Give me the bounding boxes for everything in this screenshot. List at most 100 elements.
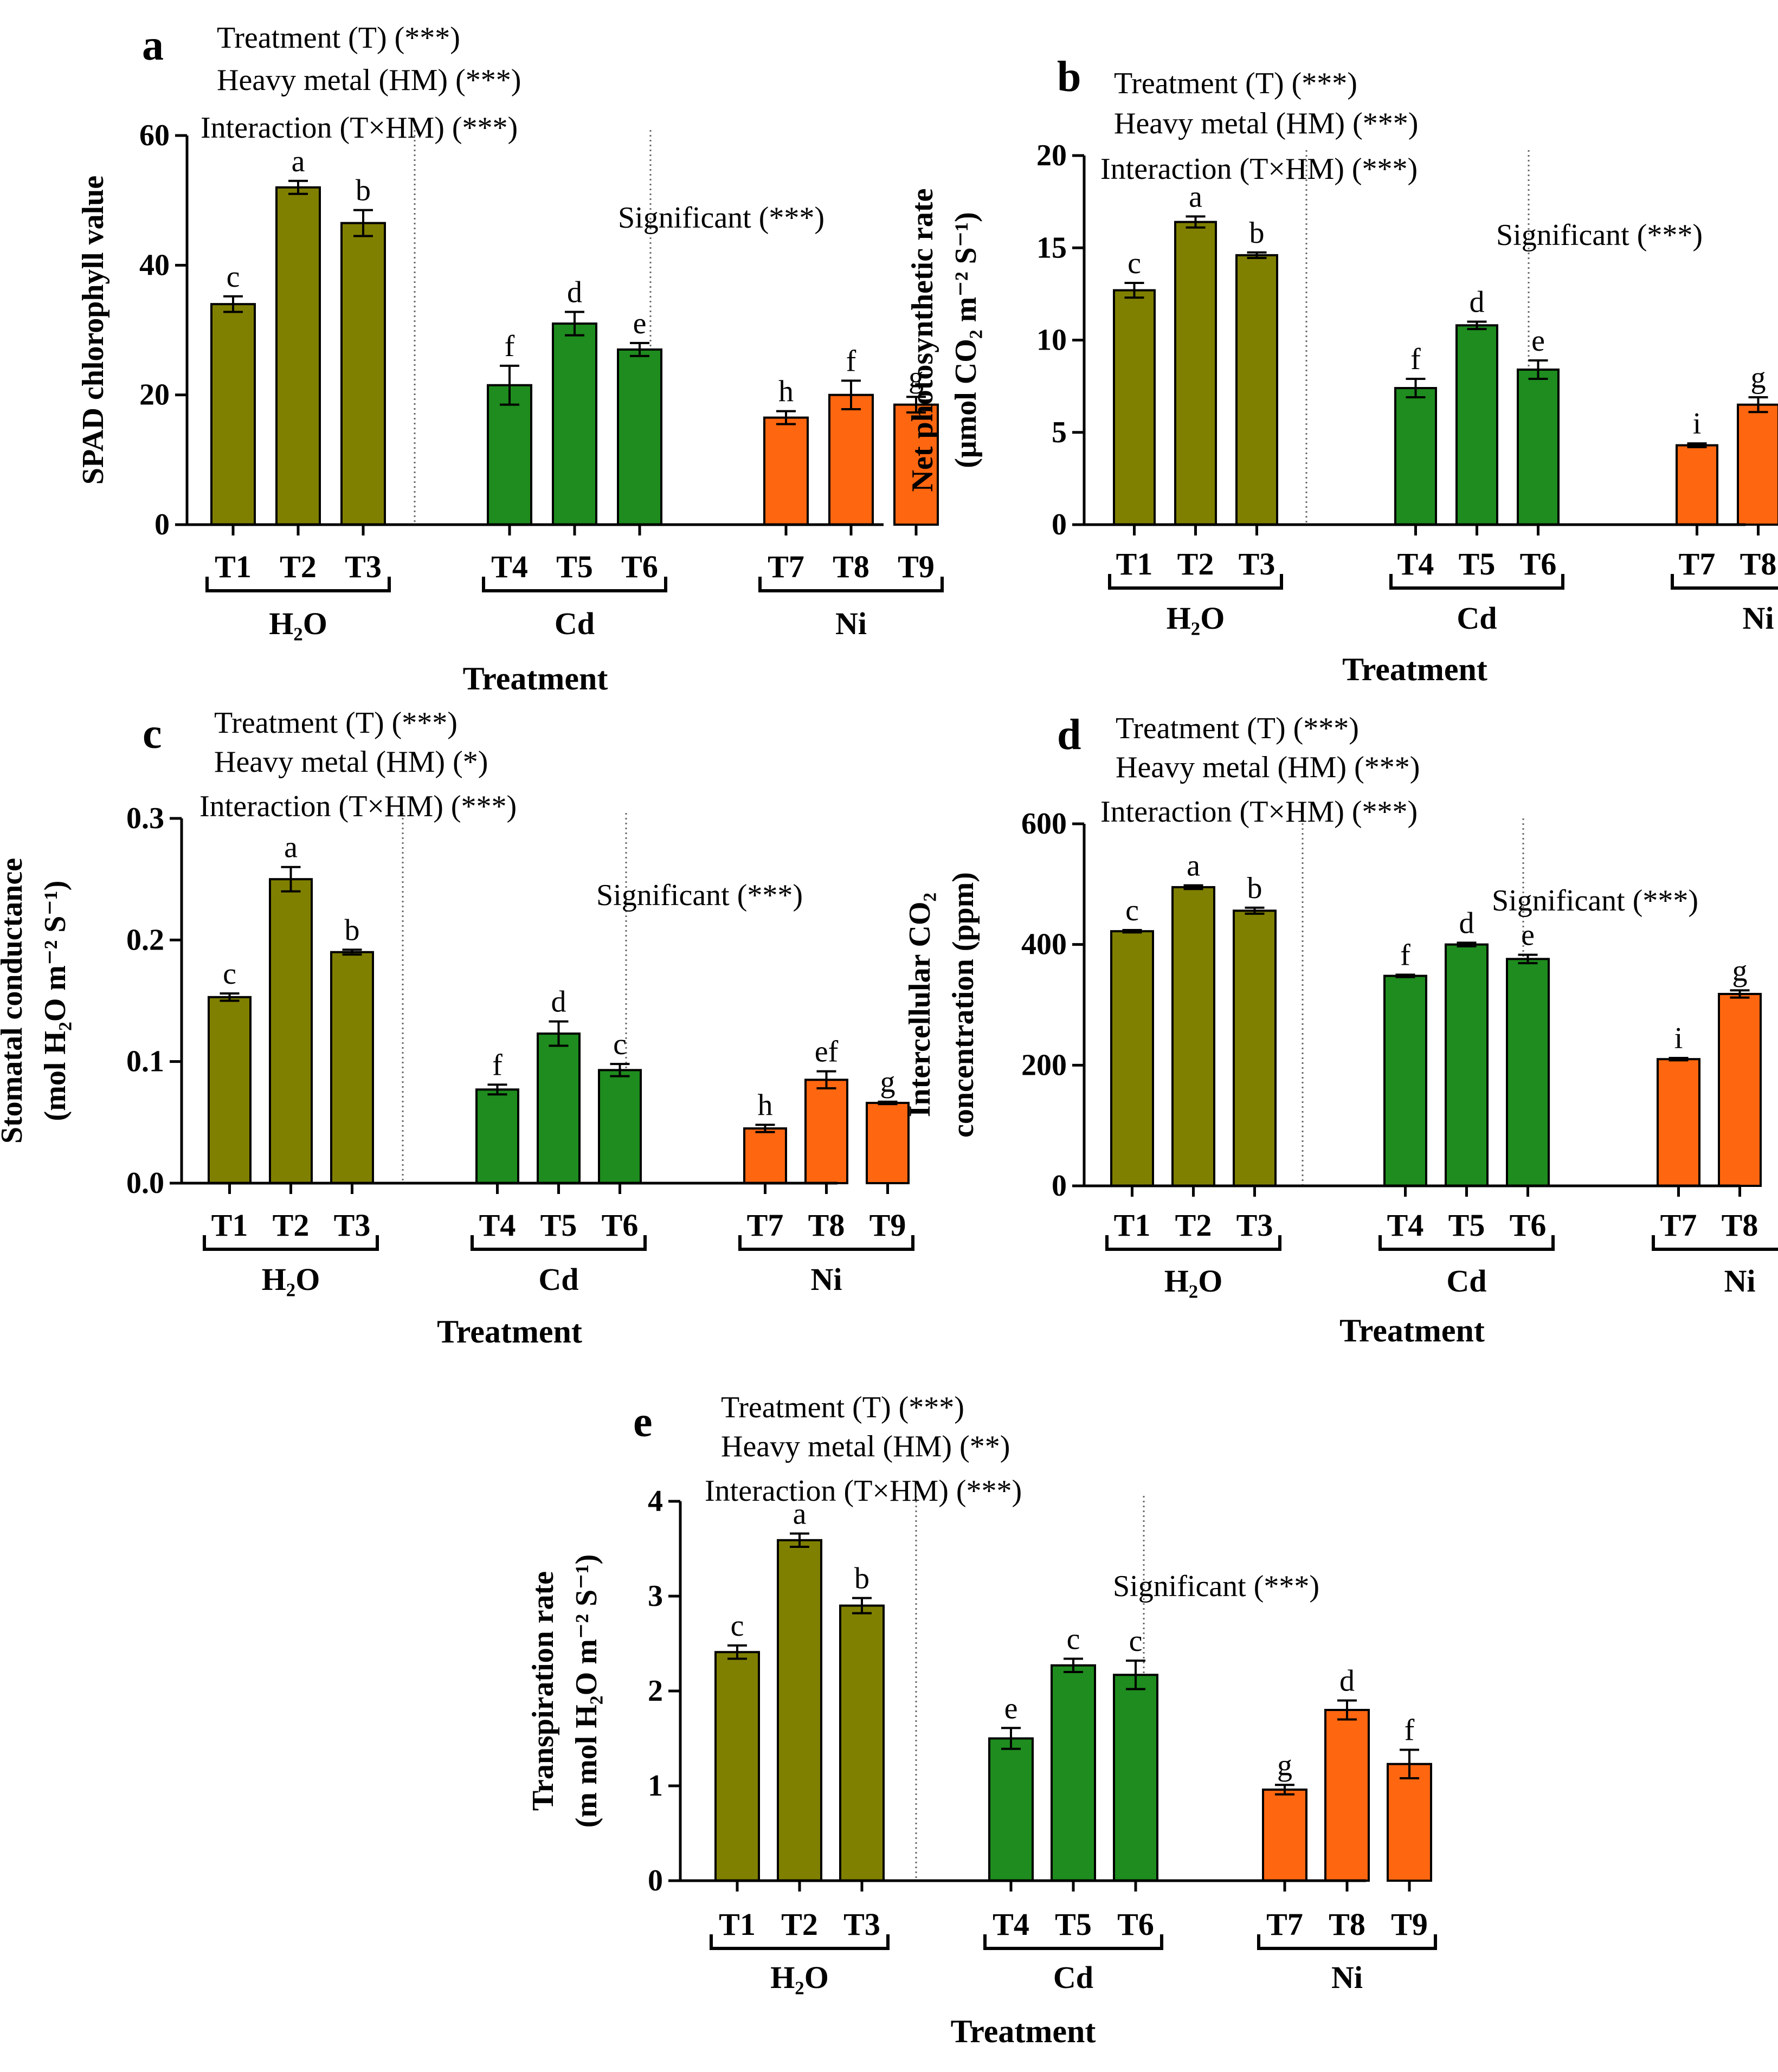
a-errorbar-T5 <box>565 311 584 337</box>
c-letter-T9: g <box>880 1066 896 1099</box>
e-ytick-label-0: 0 <box>648 1864 663 1897</box>
c-stats-line-3: Interaction (T×HM) (***) <box>199 790 517 823</box>
a-errorbar-T1 <box>223 295 243 313</box>
d-errorbar-T1 <box>1122 928 1142 934</box>
e-ytick-label-2: 2 <box>648 1674 663 1708</box>
c-letter-T4: f <box>492 1048 503 1082</box>
a-letter-T3: b <box>356 174 371 208</box>
a-errorbar-T8 <box>841 379 861 410</box>
b-errorbar-T6 <box>1528 359 1548 380</box>
b-errorbar-T4 <box>1406 378 1426 399</box>
d-xtick-label-T6: T6 <box>1510 1208 1547 1243</box>
d-errorbar-T4 <box>1395 973 1415 978</box>
b-xtick-label-T4: T4 <box>1397 546 1434 582</box>
b-xtick-label-T2: T2 <box>1177 546 1214 582</box>
e-errorbar-T9 <box>1400 1748 1419 1779</box>
d-bar-T3 <box>1233 909 1277 1187</box>
c-bar-T9 <box>866 1101 910 1184</box>
e-xtick-label-T9: T9 <box>1391 1907 1428 1942</box>
c-significance-note: Significant (***) <box>596 879 803 912</box>
c-xtick-label-T8: T8 <box>808 1208 845 1243</box>
b-xtick-label-T8: T8 <box>1740 546 1777 582</box>
b-letter-T2: a <box>1189 180 1202 214</box>
a-bar-T8 <box>828 393 874 526</box>
c-errorbar-T7 <box>755 1124 775 1133</box>
b-bar-T4 <box>1394 387 1437 526</box>
c-errorbar-T2 <box>281 866 301 893</box>
b-bar-T2 <box>1174 221 1217 526</box>
a-xtick-label-T1: T1 <box>215 549 252 584</box>
b-group-label-Ni: Ni <box>1743 601 1774 636</box>
e-stats-line-1: Treatment (T) (***) <box>721 1391 964 1424</box>
b-ytick-label-2: 10 <box>1036 324 1067 357</box>
a-group-label-Ni: Ni <box>835 606 867 641</box>
b-errorbar-T2 <box>1186 215 1206 229</box>
b-xtick-label-T1: T1 <box>1116 546 1153 582</box>
a-errorbar-T6 <box>630 341 649 357</box>
e-bar-T5 <box>1051 1664 1096 1882</box>
d-group-bracket-Ni <box>1652 1235 1778 1251</box>
a-errorbar-T3 <box>353 209 373 237</box>
c-errorbar-T5 <box>549 1020 569 1047</box>
c-group-bracket-Ni <box>738 1235 914 1251</box>
e-errorbar-T5 <box>1064 1657 1083 1673</box>
d-ytick-label-3: 600 <box>1021 807 1067 841</box>
e-xtick-label-T7: T7 <box>1266 1907 1303 1942</box>
b-bar-T8 <box>1737 403 1778 526</box>
a-xtick-label-T7: T7 <box>768 549 804 584</box>
panel-d: cabfdeigh0200400600T1T2T3H₂OT4T5T6CdT7T8… <box>903 711 1778 1348</box>
c-group-bracket-H2O <box>203 1235 379 1251</box>
c-group-bracket-Cd <box>471 1235 647 1251</box>
a-stats-line-3: Interaction (T×HM) (***) <box>201 111 518 145</box>
d-bar-T6 <box>1506 958 1550 1187</box>
d-errorbar-T5 <box>1457 941 1477 948</box>
d-stats-line-1: Treatment (T) (***) <box>1116 712 1359 745</box>
b-letter-T7: i <box>1693 407 1702 441</box>
d-letter-T1: c <box>1125 894 1139 927</box>
d-xtick-label-T4: T4 <box>1387 1208 1424 1243</box>
a-bar-T5 <box>552 322 597 526</box>
e-group-label-H2O: H₂O <box>770 1960 829 1995</box>
c-bar-T4 <box>475 1088 519 1184</box>
d-bar-T8 <box>1718 992 1762 1187</box>
c-errorbar-T1 <box>220 992 240 1002</box>
a-ytick-label-1: 20 <box>139 378 170 412</box>
e-letter-T1: c <box>731 1609 744 1643</box>
d-ytick-label-0: 0 <box>1052 1169 1067 1203</box>
a-letter-T2: a <box>292 145 305 178</box>
e-group-label-Ni: Ni <box>1331 1960 1363 1995</box>
a-group-bracket-H2O <box>205 577 391 592</box>
b-ytick-label-1: 5 <box>1052 416 1067 449</box>
d-xtick-label-T2: T2 <box>1175 1208 1212 1243</box>
c-xtick-label-T9: T9 <box>869 1208 906 1243</box>
c-bar-T1 <box>208 996 252 1185</box>
c-xtick-label-T6: T6 <box>602 1208 639 1243</box>
e-xtick-label-T6: T6 <box>1117 1907 1154 1942</box>
e-letter-T8: d <box>1339 1664 1355 1698</box>
e-bar-T7 <box>1262 1789 1307 1882</box>
d-letter-T3: b <box>1247 872 1262 905</box>
a-x-axis-title: Treatment <box>463 661 608 696</box>
a-letter-T4: f <box>505 330 515 363</box>
c-bar-T5 <box>537 1032 581 1184</box>
e-y-axis-title-line-1: Transpiration rate <box>526 1571 560 1811</box>
c-y-axis-title-line-2: (mol H₂O m⁻² S⁻¹) <box>38 881 72 1121</box>
e-errorbar-T1 <box>727 1644 747 1660</box>
panel-a: c a b f d e h f g 0 20 40 60 T1 T2 T3 H₂O T4 T5 T6 Cd T7 T8 T9 N… <box>76 21 944 696</box>
c-xtick-label-T2: T2 <box>273 1208 310 1243</box>
e-letter-T7: g <box>1277 1748 1292 1782</box>
e-xtick-label-T4: T4 <box>993 1907 1029 1942</box>
b-bar-T3 <box>1235 254 1278 526</box>
b-ytick-label-0: 0 <box>1052 508 1067 541</box>
c-errorbar-T9 <box>878 1100 898 1106</box>
c-bar-T7 <box>743 1127 787 1185</box>
c-bar-T3 <box>330 951 374 1185</box>
b-xtick-label-T3: T3 <box>1239 546 1275 582</box>
panel-e: c a b e c c g d f 0 1 2 3 4 T1 T2 T3 H₂O T4 T5 T6 Cd T7 T8 T9 Ni T… <box>526 1391 1437 2049</box>
d-bar-T1 <box>1110 930 1154 1187</box>
e-xtick-label-T8: T8 <box>1329 1907 1365 1942</box>
d-errorbar-T8 <box>1730 989 1750 999</box>
d-ytick-label-2: 400 <box>1021 928 1067 961</box>
d-y-axis-title-line-1: Intercellular CO₂ <box>903 893 937 1117</box>
panel-c: c a b f d c h ef g 0.0 0.1 0.2 0.3 T1 T2 T3 H₂O T4 T5 T6 Cd T… <box>0 706 914 1350</box>
